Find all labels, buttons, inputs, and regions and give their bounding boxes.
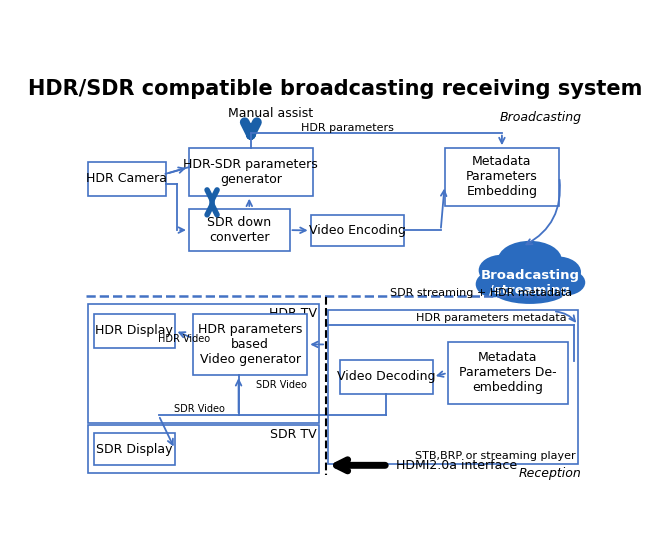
Ellipse shape (498, 241, 562, 279)
FancyBboxPatch shape (310, 215, 403, 246)
FancyBboxPatch shape (88, 162, 166, 196)
Text: Broadcasting
/streaming: Broadcasting /streaming (480, 269, 579, 297)
Text: SDR down
converter: SDR down converter (207, 216, 271, 244)
FancyBboxPatch shape (193, 314, 307, 375)
Text: Metadata
Parameters
Embedding: Metadata Parameters Embedding (466, 155, 538, 199)
Ellipse shape (479, 255, 525, 286)
Text: Video Decoding: Video Decoding (337, 370, 436, 383)
FancyBboxPatch shape (447, 342, 568, 404)
Text: HDR parameters metadata: HDR parameters metadata (416, 313, 567, 323)
Text: Metadata
Parameters De-
embedding: Metadata Parameters De- embedding (459, 352, 557, 394)
Ellipse shape (491, 275, 568, 304)
Text: Broadcasting: Broadcasting (500, 111, 582, 124)
FancyBboxPatch shape (189, 148, 313, 196)
Text: Reception: Reception (519, 466, 582, 479)
Text: HDR-SDR parameters
generator: HDR-SDR parameters generator (183, 158, 318, 186)
Text: HDR parameters
based
Video generator: HDR parameters based Video generator (198, 323, 302, 366)
Text: HDR Camera: HDR Camera (86, 173, 167, 186)
Text: Video Encoding: Video Encoding (309, 224, 405, 237)
FancyBboxPatch shape (189, 209, 290, 251)
Text: HDMI2.0a interface: HDMI2.0a interface (396, 459, 517, 472)
Text: SDR Video: SDR Video (174, 404, 225, 414)
Text: SDR TV: SDR TV (270, 428, 317, 441)
FancyBboxPatch shape (340, 360, 433, 394)
Text: Manual assist: Manual assist (227, 107, 312, 120)
Ellipse shape (476, 271, 512, 298)
Text: SDR Video: SDR Video (255, 380, 307, 390)
Text: HDR Video: HDR Video (158, 334, 210, 344)
Text: SDR streaming + HDR metadata: SDR streaming + HDR metadata (390, 288, 572, 298)
Ellipse shape (534, 256, 581, 288)
FancyBboxPatch shape (445, 148, 559, 206)
Text: SDR Display: SDR Display (96, 443, 172, 456)
Text: HDR/SDR compatible broadcasting receiving system: HDR/SDR compatible broadcasting receivin… (29, 79, 643, 99)
FancyBboxPatch shape (94, 314, 175, 347)
FancyBboxPatch shape (94, 433, 175, 465)
Text: HDR parameters: HDR parameters (301, 123, 394, 133)
Text: HDR TV: HDR TV (269, 307, 317, 320)
Text: HDR Display: HDR Display (95, 324, 173, 337)
Ellipse shape (544, 269, 585, 295)
Text: STB,BRP or streaming player: STB,BRP or streaming player (415, 451, 576, 461)
